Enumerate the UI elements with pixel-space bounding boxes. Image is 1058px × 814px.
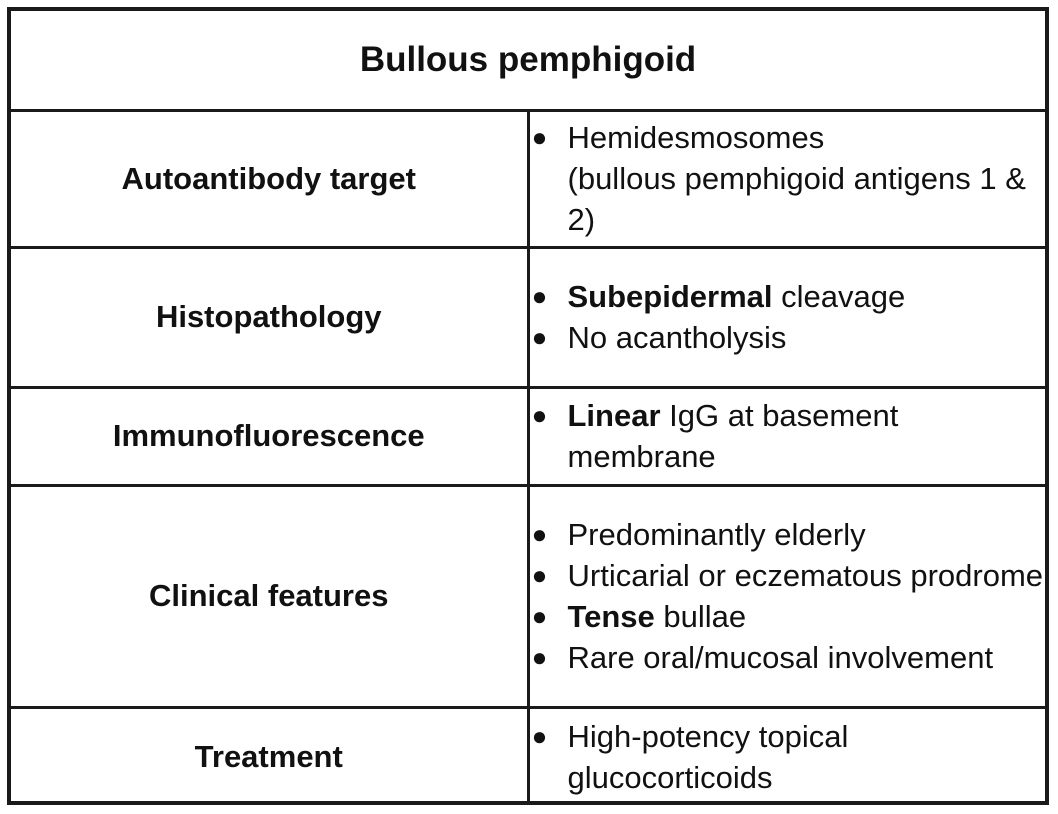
list-item: ● Hemidesmosomes (bullous pemphigoid ant… bbox=[530, 117, 1046, 240]
bullet-icon: ● bbox=[531, 720, 548, 751]
row-label: Histopathology bbox=[11, 245, 530, 389]
item-text: Urticarial or eczematous prodrome bbox=[567, 558, 1044, 593]
list-item: ● Tense bullae bbox=[530, 596, 1046, 637]
list-item: ● Linear IgG at basement membrane bbox=[530, 395, 1046, 477]
bullet-list: ● Linear IgG at basement membrane bbox=[530, 395, 1046, 477]
row-content: ● Hemidesmosomes (bullous pemphigoid ant… bbox=[526, 108, 1046, 249]
list-item: ● Rare oral/mucosal involvement bbox=[530, 637, 1046, 678]
bullet-list: ● Predominantly elderly ● Urticarial or … bbox=[530, 514, 1046, 678]
item-text: IgG at basement membrane bbox=[567, 398, 899, 474]
bullet-icon: ● bbox=[531, 642, 548, 672]
row-label: Treatment bbox=[11, 705, 530, 805]
item-text: cleavage bbox=[772, 279, 906, 314]
row-label: Clinical features bbox=[11, 483, 530, 709]
bullet-list: ● Hemidesmosomes (bullous pemphigoid ant… bbox=[530, 117, 1046, 240]
list-item: ● Urticarial or eczematous prodrome bbox=[530, 555, 1046, 596]
table-row-clinical-features: Clinical features ● Predominantly elderl… bbox=[11, 483, 1046, 709]
row-content: ● Predominantly elderly ● Urticarial or … bbox=[526, 483, 1046, 709]
list-item: ● Predominantly elderly bbox=[530, 514, 1046, 555]
item-text: bullae bbox=[654, 599, 747, 634]
row-label: Autoantibody target bbox=[11, 108, 530, 249]
item-text: Hemidesmosomes bbox=[567, 120, 825, 155]
bullet-icon: ● bbox=[531, 519, 548, 549]
row-content: ● Subepidermal cleavage ● No acantholysi… bbox=[526, 245, 1046, 389]
item-emphasis: Linear bbox=[567, 398, 661, 433]
row-content: ● High-potency topical glucocorticoids bbox=[526, 705, 1046, 805]
bullet-icon: ● bbox=[531, 400, 548, 430]
bullet-icon: ● bbox=[531, 560, 548, 590]
bullet-icon: ● bbox=[531, 601, 548, 631]
bullet-list: ● High-potency topical glucocorticoids bbox=[530, 716, 1046, 798]
table-title-row: Bullous pemphigoid bbox=[11, 11, 1045, 112]
row-content: ● Linear IgG at basement membrane bbox=[526, 385, 1046, 487]
table-row-histopathology: Histopathology ● Subepidermal cleavage ●… bbox=[11, 245, 1046, 389]
item-emphasis: Tense bbox=[567, 599, 655, 634]
item-text: No acantholysis bbox=[567, 320, 787, 355]
item-subtext: (bullous pemphigoid antigens 1 & 2) bbox=[567, 161, 1026, 237]
item-text: Rare oral/mucosal involvement bbox=[567, 640, 994, 675]
list-item: ● Subepidermal cleavage bbox=[530, 276, 1046, 317]
table-row-immunofluorescence: Immunofluorescence ● Linear IgG at basem… bbox=[11, 385, 1046, 487]
item-emphasis: Subepidermal bbox=[567, 279, 773, 314]
table-row-treatment: Treatment ● High-potency topical glucoco… bbox=[11, 705, 1046, 805]
table-row-autoantibody-target: Autoantibody target ● Hemidesmosomes (bu… bbox=[11, 108, 1046, 249]
list-item: ● High-potency topical glucocorticoids bbox=[530, 716, 1046, 798]
bullet-icon: ● bbox=[531, 122, 548, 152]
bullet-list: ● Subepidermal cleavage ● No acantholysi… bbox=[530, 276, 1046, 358]
bullet-icon: ● bbox=[531, 322, 548, 352]
item-text: Predominantly elderly bbox=[567, 517, 866, 552]
summary-table-frame: Bullous pemphigoid Autoantibody target ●… bbox=[7, 7, 1049, 805]
row-label: Immunofluorescence bbox=[11, 385, 530, 487]
table-title: Bullous pemphigoid bbox=[11, 11, 1045, 112]
bullet-icon: ● bbox=[531, 281, 548, 311]
list-item: ● No acantholysis bbox=[530, 317, 1046, 358]
summary-table: Bullous pemphigoid Autoantibody target ●… bbox=[11, 11, 1045, 805]
item-text: High-potency topical glucocorticoids bbox=[567, 718, 849, 795]
